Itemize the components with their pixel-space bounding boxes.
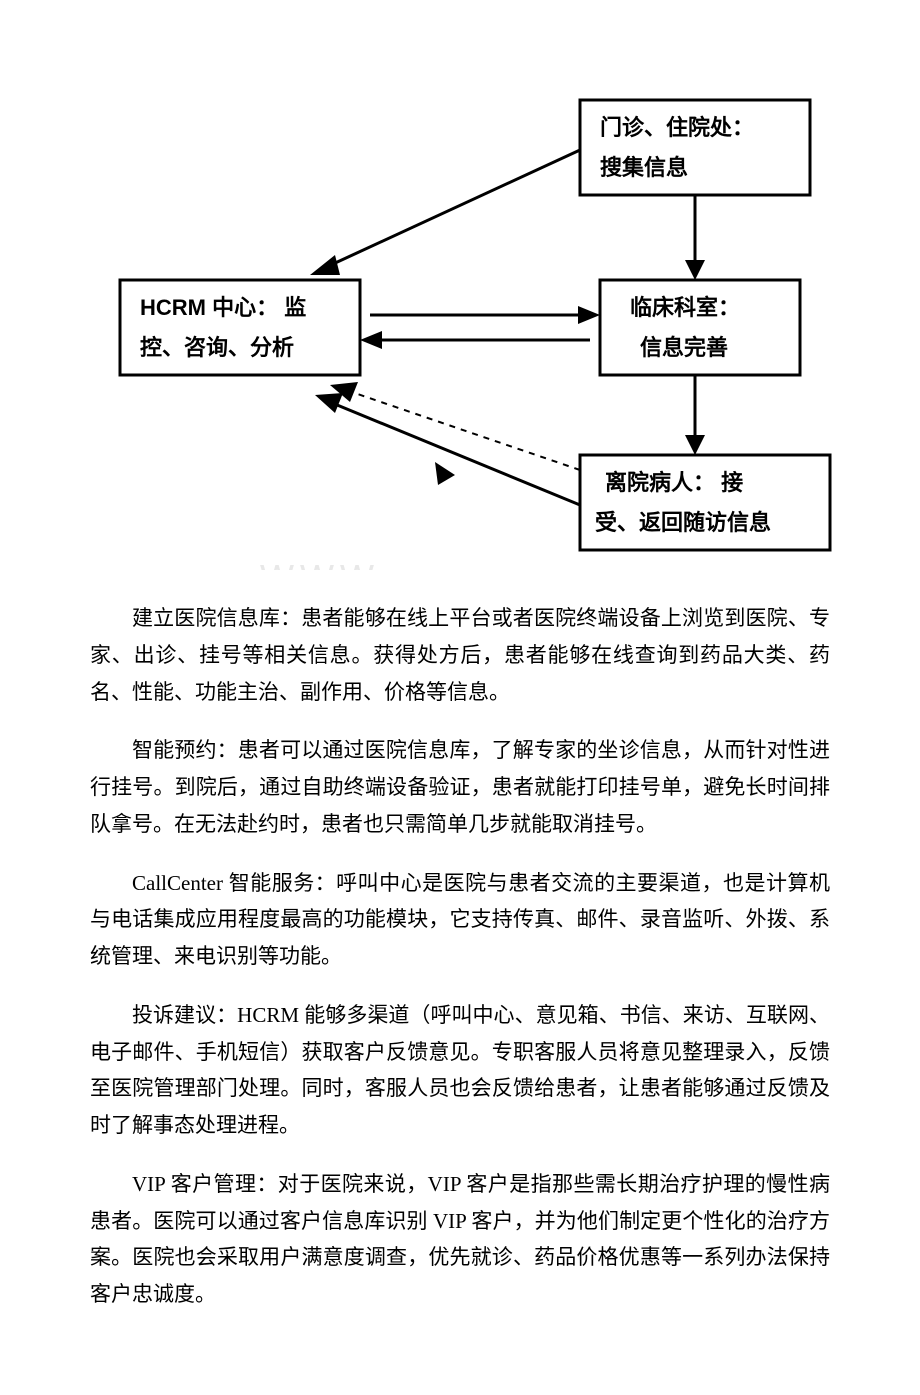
- arrowhead-a-to-b: [685, 260, 705, 280]
- arrowhead-c-to-hcrm-solid: [315, 393, 343, 413]
- watermark-text: WWW: [260, 557, 380, 570]
- edge-c-to-hcrm-solid: [325, 400, 580, 505]
- flowchart-container: WWW 门诊、住院处： 搜集信息 临床科室： 信息完善 离院病人： 接 受、返回…: [0, 0, 920, 590]
- edge-c-to-hcrm-dashed: [340, 388, 580, 470]
- hcrm-flowchart: WWW 门诊、住院处： 搜集信息 临床科室： 信息完善 离院病人： 接 受、返回…: [60, 60, 860, 570]
- node-discharged-line1: 离院病人： 接: [605, 470, 743, 495]
- paragraph-callcenter: CallCenter 智能服务：呼叫中心是医院与患者交流的主要渠道，也是计算机与…: [90, 865, 830, 975]
- document-page: WWW 门诊、住院处： 搜集信息 临床科室： 信息完善 离院病人： 接 受、返回…: [0, 0, 920, 1395]
- body-text-section: 建立医院信息库：患者能够在线上平台或者医院终端设备上浏览到医院、专家、出诊、挂号…: [0, 590, 920, 1395]
- node-hcrm-line1: HCRM 中心： 监: [140, 295, 306, 320]
- paragraph-vip: VIP 客户管理：对于医院来说，VIP 客户是指那些需长期治疗护理的慢性病患者。…: [90, 1166, 830, 1313]
- node-hcrm-line2: 控、咨询、分析: [140, 335, 294, 360]
- node-clinical-line1: 临床科室：: [630, 295, 740, 320]
- edge-a-to-hcrm: [320, 150, 580, 270]
- arrowhead-hcrm-to-b: [578, 306, 600, 324]
- paragraph-info-library: 建立医院信息库：患者能够在线上平台或者医院终端设备上浏览到医院、专家、出诊、挂号…: [90, 600, 830, 710]
- arrowhead-a-to-hcrm: [310, 255, 340, 275]
- node-clinical-line2: 信息完善: [640, 335, 728, 360]
- node-outpatient-line2: 搜集信息: [600, 155, 688, 180]
- arrowhead-b-to-hcrm: [360, 331, 382, 349]
- arrowhead-b-to-c: [685, 435, 705, 455]
- paragraph-smart-booking: 智能预约：患者可以通过医院信息库，了解专家的坐诊信息，从而针对性进行挂号。到院后…: [90, 732, 830, 842]
- arrowhead-mid-marker: [435, 462, 455, 485]
- node-discharged-line2: 受、返回随访信息: [595, 510, 771, 535]
- paragraph-complaints: 投诉建议：HCRM 能够多渠道（呼叫中心、意见箱、书信、来访、互联网、电子邮件、…: [90, 997, 830, 1144]
- node-outpatient-line1: 门诊、住院处：: [600, 115, 754, 140]
